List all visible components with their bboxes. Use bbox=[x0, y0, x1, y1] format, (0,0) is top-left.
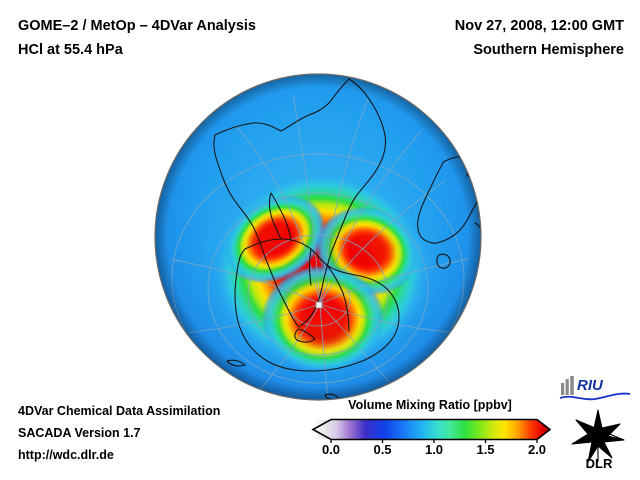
assimilation-label: 4DVar Chemical Data Assimilation bbox=[18, 404, 221, 418]
colorbar-ticks bbox=[330, 439, 538, 443]
riu-bars-icon bbox=[561, 376, 574, 395]
website-url[interactable]: http://wdc.dlr.de bbox=[18, 448, 114, 462]
dlr-emblem-lines bbox=[571, 410, 625, 462]
colorbar-tick-label: 1.0 bbox=[424, 442, 444, 457]
header-left-block: GOME–2 / MetOp – 4DVar Analysis HCl at 5… bbox=[18, 14, 256, 62]
version-label: SACADA Version 1.7 bbox=[18, 426, 141, 440]
colorbar-body bbox=[313, 420, 550, 439]
colorbar-title: Volume Mixing Ratio [ppbv] bbox=[348, 398, 512, 412]
globe-outline bbox=[154, 73, 482, 401]
colorbar-tick-label: 1.5 bbox=[476, 442, 495, 457]
colorbar-tick-label: 0.0 bbox=[321, 442, 341, 457]
colorbar-tick-label: 0.5 bbox=[373, 442, 392, 457]
hemisphere-label: Southern Hemisphere bbox=[473, 42, 624, 58]
orthographic-projection bbox=[154, 73, 482, 401]
colorbar-gradient bbox=[311, 418, 552, 443]
globe-map bbox=[153, 73, 483, 403]
colorbar-tick-label: 2.0 bbox=[527, 442, 547, 457]
limb-shading bbox=[155, 74, 481, 400]
globe-disc bbox=[155, 74, 481, 400]
riu-swoosh-icon bbox=[559, 392, 631, 401]
dlr-wordmark: DLR bbox=[586, 456, 613, 470]
colorbar-tick-labels: 0.0 0.5 1.0 1.5 2.0 bbox=[305, 442, 555, 462]
riu-wordmark: RIU bbox=[577, 377, 604, 394]
species-level-label: HCl at 55.4 hPa bbox=[18, 42, 123, 58]
timestamp-label: Nov 27, 2008, 12:00 GMT bbox=[454, 18, 624, 34]
header-right-block: Nov 27, 2008, 12:00 GMT Southern Hemisph… bbox=[455, 14, 624, 62]
dlr-logo: DLR bbox=[571, 409, 625, 470]
dataset-title: GOME–2 / MetOp – 4DVar Analysis bbox=[18, 18, 256, 34]
riu-logo: RIU bbox=[559, 376, 631, 401]
colorbar: Volume Mixing Ratio [ppbv] 0.0 0.5 1.0 1.5 2… bbox=[305, 398, 555, 476]
south-pole-marker bbox=[315, 301, 323, 309]
footer-credits: 4DVar Chemical Data Assimilation SACADA … bbox=[18, 400, 220, 466]
